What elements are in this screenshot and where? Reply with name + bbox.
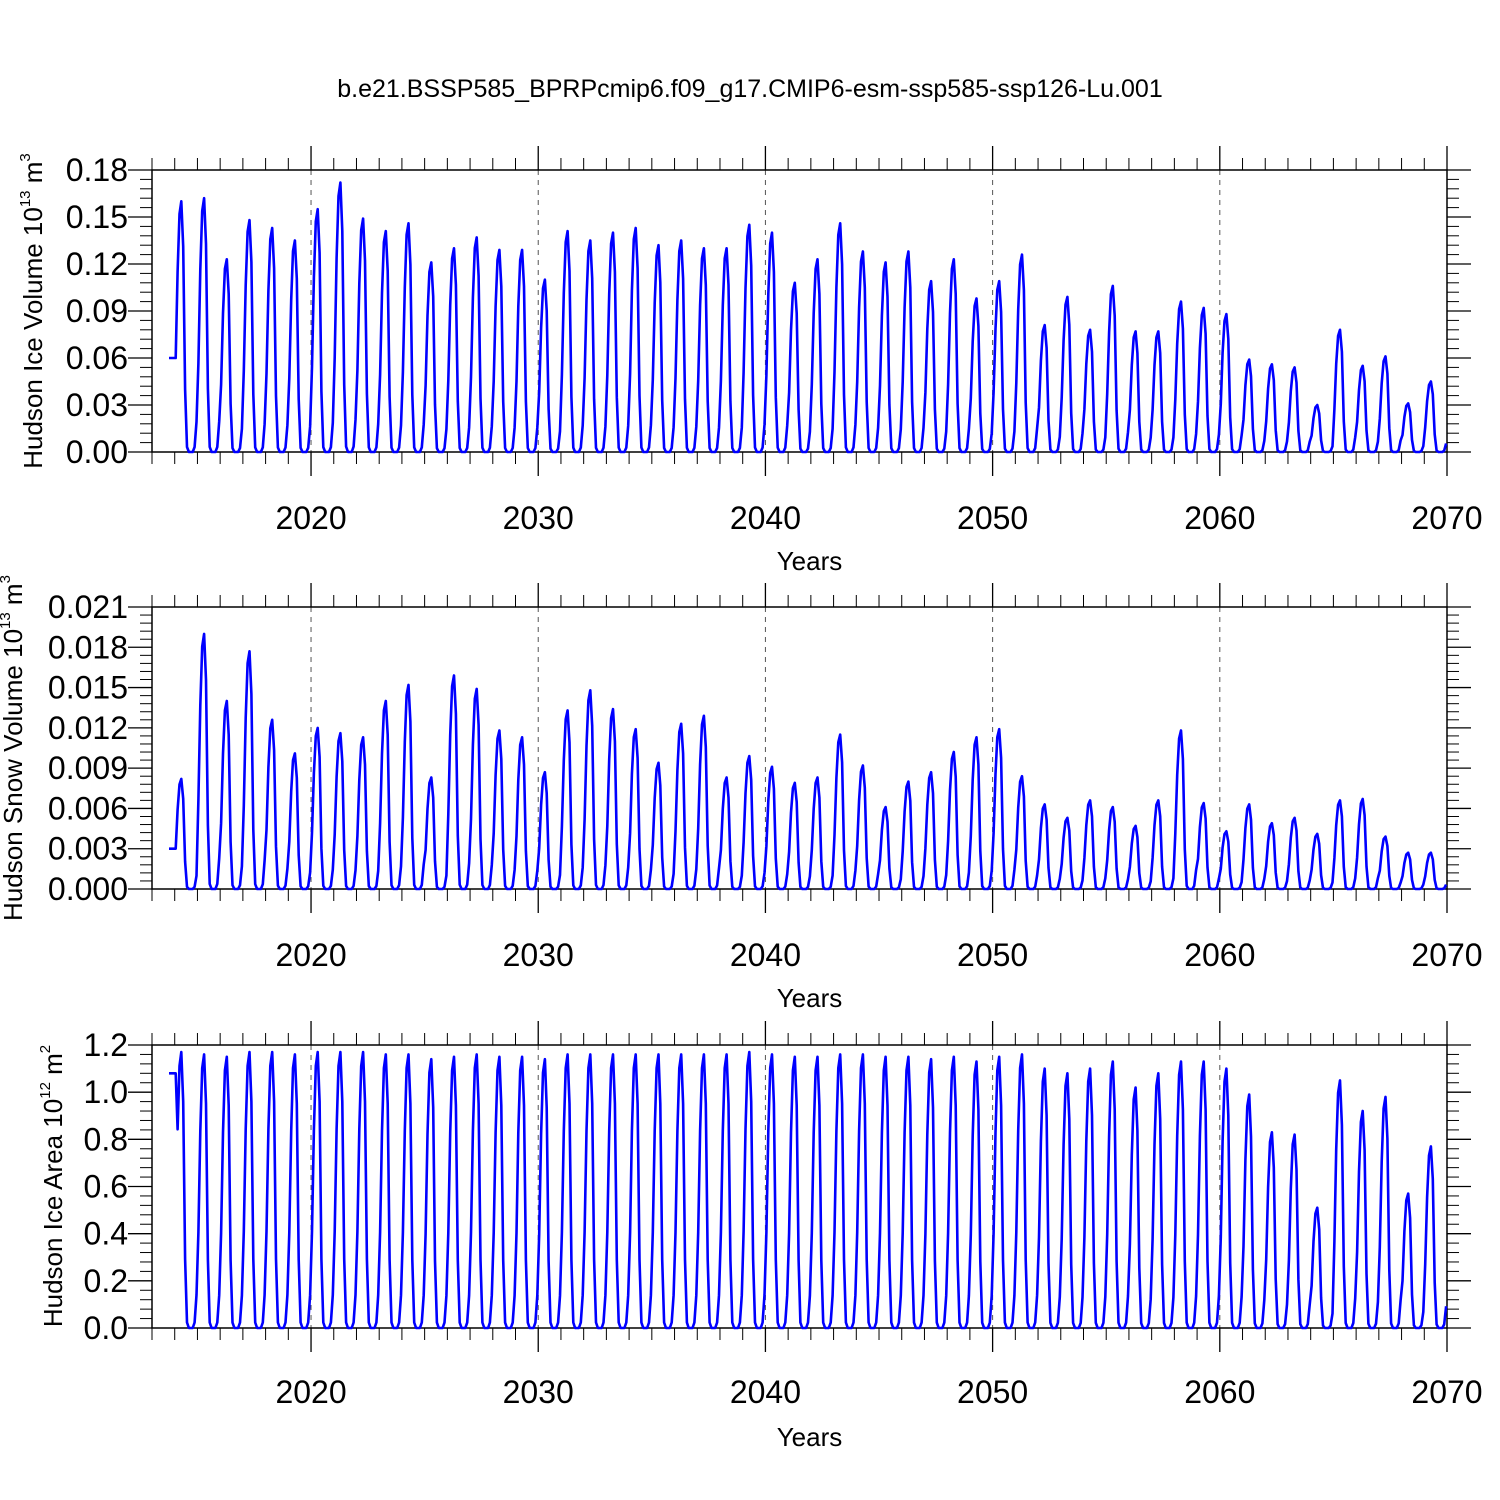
y-tick-label: 0.15 [66, 199, 128, 235]
y-tick-label: 0.4 [84, 1216, 128, 1252]
plot-frame [151, 169, 1448, 453]
x-tick-label-2040: 2040 [730, 500, 801, 536]
chart-panel-2: 0.000 0.003 0.006 0.009 0.012 0.015 0.018 0.021… [0, 575, 1483, 1013]
y-tick-label: 0.2 [84, 1263, 128, 1299]
x-tick-label-2030: 2030 [503, 1374, 574, 1410]
x-tick-label-2060: 2060 [1184, 1374, 1255, 1410]
x-tick-label-2060: 2060 [1184, 500, 1255, 536]
series-line-1 [169, 181, 1448, 454]
series-line-3 [169, 1050, 1448, 1330]
y-tick-label: 0.00 [66, 434, 128, 470]
y-tick-label: 1.2 [84, 1027, 128, 1063]
x-tick-label-2040: 2040 [730, 937, 801, 973]
x-axis-label: Years [777, 983, 843, 1013]
plot-frame [151, 1044, 1448, 1329]
y-tick-label: 0.000 [48, 871, 128, 907]
x-tick-label-2020: 2020 [275, 937, 346, 973]
figure-title: b.e21.BSSP585_BPRPcmip6.f09_g17.CMIP6-es… [337, 75, 1162, 103]
y-axis-label: Hudson Ice Area 1012 m2 [37, 1045, 68, 1327]
y-tick-label: 0.021 [48, 589, 128, 625]
x-tick-label-2030: 2030 [503, 937, 574, 973]
chart-panel-3: 0.0 0.2 0.4 0.6 0.8 1.0 1.2 2020 2030 2040 2050 206… [37, 1021, 1483, 1452]
x-tick-label-2020: 2020 [275, 500, 346, 536]
x-axis-label: Years [777, 546, 843, 576]
y-tick-label: 0.8 [84, 1121, 128, 1157]
x-tick-label-2050: 2050 [957, 1374, 1028, 1410]
y-tick-label: 0.006 [48, 790, 128, 826]
x-tick-label-2040: 2040 [730, 1374, 801, 1410]
y-tick-label: 0.6 [84, 1169, 128, 1205]
y-tick-label: 0.018 [48, 629, 128, 665]
y-tick-label: 0.09 [66, 293, 128, 329]
y-tick-label: 0.009 [48, 750, 128, 786]
x-tick-label-2030: 2030 [503, 500, 574, 536]
x-tick-label-2050: 2050 [957, 937, 1028, 973]
y-tick-label: 1.0 [84, 1074, 128, 1110]
y-tick-label: 0.0 [84, 1310, 128, 1346]
series-line-2 [169, 632, 1448, 891]
x-axis-label: Years [777, 1422, 843, 1452]
x-tick-label-2070: 2070 [1411, 937, 1482, 973]
y-axis-label: Hudson Snow Volume 1013 m3 [0, 575, 28, 921]
x-tick-label-2060: 2060 [1184, 937, 1255, 973]
y-tick-label: 0.12 [66, 246, 128, 282]
x-tick-label-2070: 2070 [1411, 500, 1482, 536]
x-tick-label-2020: 2020 [275, 1374, 346, 1410]
y-tick-label: 0.012 [48, 710, 128, 746]
y-axis-label: Hudson Ice Volume 1013 m3 [17, 153, 48, 469]
x-tick-label-2070: 2070 [1411, 1374, 1482, 1410]
y-tick-label: 0.003 [48, 831, 128, 867]
chart-panel-1: 0.00 0.03 0.06 0.09 0.12 0.15 0.18 2020 2030 2040… [17, 146, 1483, 576]
plot-frame [151, 606, 1448, 890]
y-tick-label: 0.18 [66, 152, 128, 188]
y-tick-label: 0.06 [66, 340, 128, 376]
x-tick-label-2050: 2050 [957, 500, 1028, 536]
y-tick-label: 0.03 [66, 387, 128, 423]
y-tick-label: 0.015 [48, 670, 128, 706]
